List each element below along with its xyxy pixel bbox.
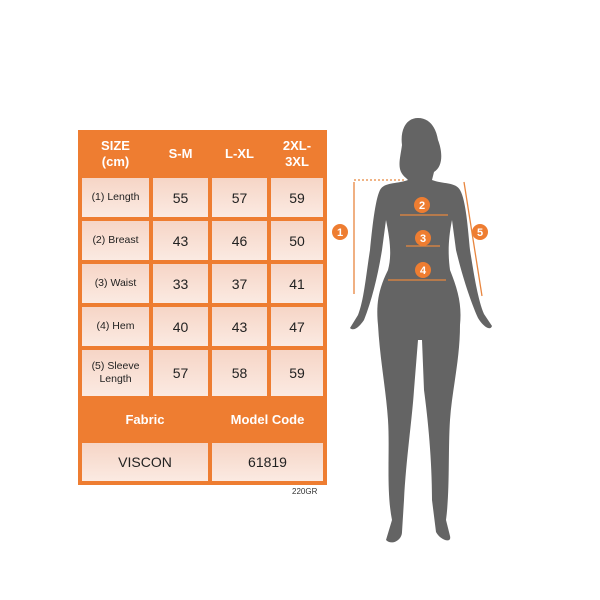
row-label: (2) Breast	[80, 219, 151, 262]
row-label: (3) Waist	[80, 262, 151, 305]
size-value: 50	[269, 219, 325, 262]
size-value: 33	[151, 262, 210, 305]
row-label: (5) Sleeve Length	[80, 348, 151, 398]
header-size: SIZE (cm)	[80, 132, 151, 176]
size-value: 58	[210, 348, 269, 398]
fabric-label: Fabric	[80, 398, 210, 441]
table-row: (1) Length 55 57 59	[80, 176, 325, 219]
marker-number: 2	[419, 200, 425, 212]
size-value: 57	[210, 176, 269, 219]
header-2xl-3xl: 2XL- 3XL	[269, 132, 325, 176]
row-label: (1) Length	[80, 176, 151, 219]
marker-number: 1	[337, 227, 343, 239]
header-row: SIZE (cm) S-M L-XL 2XL- 3XL	[80, 132, 325, 176]
fabric-header-row: Fabric Model Code	[80, 398, 325, 441]
table-row: (5) Sleeve Length 57 58 59	[80, 348, 325, 398]
fabric-value: VISCON	[80, 441, 210, 483]
measurement-marker	[332, 224, 348, 240]
size-value: 47	[269, 305, 325, 348]
marker-number: 3	[420, 233, 426, 245]
size-value: 46	[210, 219, 269, 262]
table-row: (3) Waist 33 37 41	[80, 262, 325, 305]
model-code-value: 61819	[210, 441, 325, 483]
header-s-m: S-M	[151, 132, 210, 176]
measurement-marker	[415, 230, 431, 246]
size-value: 55	[151, 176, 210, 219]
size-chart-table: SIZE (cm) S-M L-XL 2XL- 3XL (1) Length 55…	[78, 130, 327, 485]
size-value: 41	[269, 262, 325, 305]
body-silhouette-figure: 1 2 3 4 5	[332, 118, 492, 543]
size-value: 37	[210, 262, 269, 305]
model-code-label: Model Code	[210, 398, 325, 441]
size-value: 43	[151, 219, 210, 262]
size-value: 43	[210, 305, 269, 348]
header-l-xl: L-XL	[210, 132, 269, 176]
size-value: 57	[151, 348, 210, 398]
weight-note: 220GR	[292, 487, 318, 496]
measurement-marker	[414, 197, 430, 213]
silhouette	[350, 118, 492, 543]
row-label: (4) Hem	[80, 305, 151, 348]
measurement-marker	[472, 224, 488, 240]
marker-number: 5	[477, 227, 483, 239]
measurement-marker	[415, 262, 431, 278]
size-value: 59	[269, 348, 325, 398]
marker-number: 4	[420, 265, 427, 277]
fabric-value-row: VISCON 61819	[80, 441, 325, 483]
size-value: 59	[269, 176, 325, 219]
table-row: (2) Breast 43 46 50	[80, 219, 325, 262]
size-value: 40	[151, 305, 210, 348]
table-row: (4) Hem 40 43 47	[80, 305, 325, 348]
